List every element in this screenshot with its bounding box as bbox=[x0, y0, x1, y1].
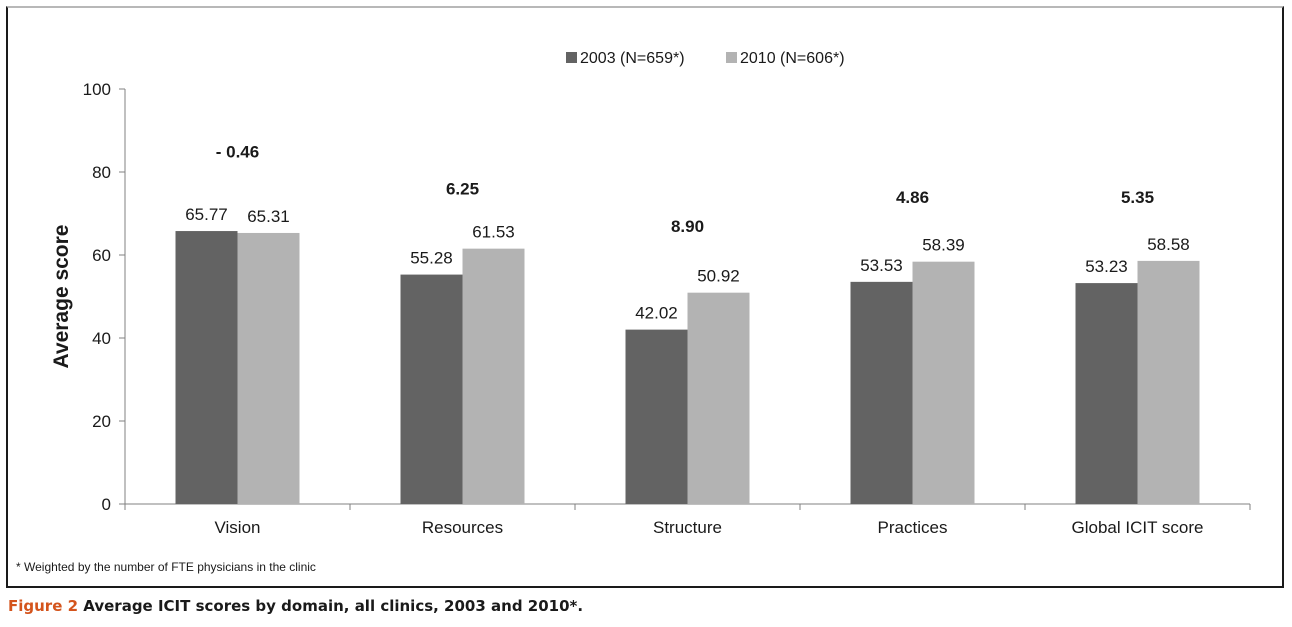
bar bbox=[1137, 260, 1200, 504]
y-tick-label: 100 bbox=[83, 80, 111, 99]
legend-label: 2010 (N=606*) bbox=[740, 50, 845, 67]
bar-data-label: 42.02 bbox=[635, 304, 678, 323]
legend-swatch bbox=[566, 52, 577, 63]
difference-annotation: 8.90 bbox=[671, 217, 704, 236]
bar bbox=[850, 281, 913, 504]
bar bbox=[912, 261, 975, 504]
x-category-label: Practices bbox=[878, 518, 948, 537]
difference-annotation: 6.25 bbox=[446, 180, 479, 199]
y-tick-label: 40 bbox=[92, 329, 111, 348]
bar-data-label: 65.31 bbox=[247, 207, 290, 226]
x-category-label: Resources bbox=[422, 518, 503, 537]
difference-annotation: - 0.46 bbox=[216, 142, 259, 161]
y-axis-title: Average score bbox=[50, 225, 73, 369]
bar bbox=[687, 292, 750, 504]
bar bbox=[400, 274, 463, 504]
bar-data-label: 65.77 bbox=[185, 205, 228, 224]
difference-annotation: 5.35 bbox=[1121, 188, 1154, 207]
y-tick-label: 20 bbox=[92, 412, 111, 431]
bar-data-label: 55.28 bbox=[410, 249, 453, 268]
bar-data-label: 50.92 bbox=[697, 267, 740, 286]
legend-label: 2003 (N=659*) bbox=[580, 50, 685, 67]
y-tick-label: 60 bbox=[92, 246, 111, 265]
x-category-label: Global ICIT score bbox=[1072, 518, 1204, 537]
y-tick-label: 80 bbox=[92, 163, 111, 182]
bar-chart: 0 20 40 60 80 100 Average score 65.77 65.31 Visio… bbox=[50, 50, 1251, 537]
bar-data-label: 58.58 bbox=[1147, 235, 1190, 254]
x-category-label: Vision bbox=[215, 518, 261, 537]
bar bbox=[237, 232, 300, 504]
bar-data-label: 53.53 bbox=[860, 256, 903, 275]
bar bbox=[625, 329, 688, 504]
bar bbox=[462, 248, 525, 504]
bar bbox=[1075, 283, 1138, 504]
figure-caption: Figure 2 Average ICIT scores by domain, … bbox=[8, 597, 583, 615]
legend-swatch bbox=[726, 52, 737, 63]
bar-data-label: 61.53 bbox=[472, 223, 515, 242]
difference-annotation: 4.86 bbox=[896, 188, 929, 207]
bar bbox=[175, 231, 238, 504]
footnote: * Weighted by the number of FTE physicia… bbox=[16, 560, 316, 574]
caption-label: Figure 2 bbox=[8, 597, 79, 615]
bar-data-label: 53.23 bbox=[1085, 257, 1128, 276]
caption-text: Average ICIT scores by domain, all clini… bbox=[78, 597, 584, 615]
x-category-label: Structure bbox=[653, 518, 722, 537]
bar-data-label: 58.39 bbox=[922, 236, 965, 255]
y-tick-label: 0 bbox=[102, 495, 111, 514]
